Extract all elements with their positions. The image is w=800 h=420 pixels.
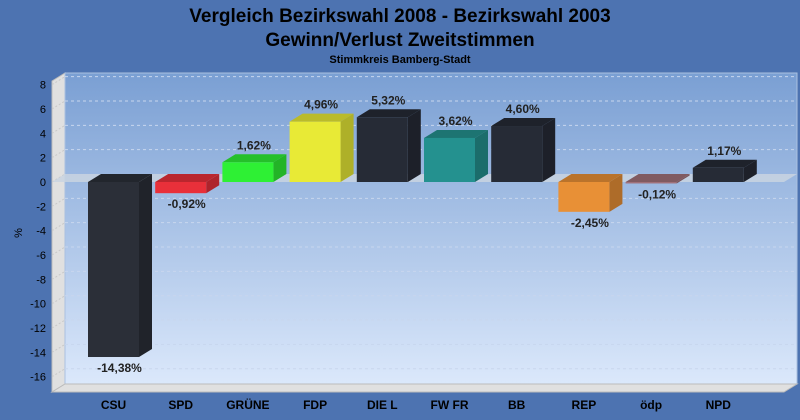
x-tick-label: SPD — [168, 398, 193, 412]
x-tick-label: CSU — [101, 398, 126, 412]
bar — [289, 121, 341, 182]
y-tick-label: 8 — [40, 80, 46, 92]
x-tick-label: GRÜNE — [226, 397, 269, 412]
bar-die-l — [356, 109, 421, 182]
bar-fw-fr — [424, 129, 488, 182]
x-tick-label: ödp — [640, 398, 662, 412]
floor — [50, 383, 799, 393]
bar-bb — [491, 118, 556, 182]
x-tick-label: REP — [572, 398, 597, 412]
bar — [356, 117, 408, 182]
gridline-wall — [51, 149, 66, 159]
bar-side — [475, 129, 488, 182]
y-tick-label: -6 — [36, 250, 46, 262]
bar-grüne — [222, 154, 287, 182]
bar-spd — [155, 174, 220, 194]
gridline-wall — [51, 295, 66, 305]
bar-top — [625, 174, 690, 182]
x-tick-label: NPD — [706, 398, 732, 412]
x-tick-label: DIE L — [367, 398, 398, 412]
bar-top — [88, 174, 152, 182]
data-label: 4,60% — [506, 102, 540, 116]
gridline-wall — [51, 222, 66, 232]
bar — [491, 126, 543, 182]
bar-side — [407, 109, 421, 182]
data-label: 1,62% — [237, 138, 271, 152]
bar-fdp — [289, 113, 354, 182]
bar-top — [289, 113, 354, 122]
bar-side — [609, 174, 623, 212]
data-label: -14,38% — [97, 361, 142, 375]
bar — [692, 167, 744, 182]
bar-top — [692, 159, 757, 168]
y-tick-label: -4 — [36, 226, 46, 238]
data-label: -2,45% — [571, 216, 609, 230]
back-wall — [64, 72, 798, 385]
x-tick-label: FDP — [303, 398, 327, 412]
bar-top — [491, 118, 556, 127]
bar-top — [155, 174, 220, 182]
bar — [222, 162, 274, 182]
data-label: 4,96% — [304, 98, 338, 112]
y-tick-label: -10 — [30, 299, 46, 311]
data-label: -0,92% — [168, 197, 206, 211]
y-axis-label: % — [13, 228, 25, 238]
x-tick-label: BB — [508, 398, 526, 412]
bar — [558, 182, 610, 212]
gridline-wall — [51, 270, 66, 280]
y-tick-label: -14 — [30, 347, 46, 359]
bar-side — [206, 174, 220, 194]
y-tick-label: 2 — [40, 153, 46, 165]
bar-top — [558, 174, 623, 182]
bar-side — [676, 174, 690, 184]
bar-top — [424, 129, 488, 138]
data-label: 5,32% — [371, 93, 405, 107]
gridline-wall — [51, 197, 66, 207]
data-label: 3,62% — [438, 114, 472, 128]
y-tick-label: -12 — [30, 323, 46, 335]
gridline-wall — [51, 124, 66, 134]
gridline-wall — [51, 76, 66, 86]
x-tick-label: FW FR — [431, 398, 469, 412]
y-tick-label: 0 — [40, 177, 46, 189]
bar-side — [273, 154, 287, 182]
gridline-wall — [51, 368, 66, 378]
y-tick-label: -8 — [36, 274, 46, 286]
bar-csu — [88, 174, 152, 358]
y-tick-label: 4 — [40, 128, 46, 140]
bar-rep — [558, 174, 623, 212]
bar — [625, 182, 677, 184]
data-label: 1,17% — [707, 144, 741, 158]
bar — [424, 137, 475, 182]
gridline-wall — [51, 246, 66, 256]
bar-npd — [692, 159, 757, 182]
gridline-wall — [51, 100, 66, 110]
data-label: -0,12% — [638, 187, 676, 201]
y-tick-label: 6 — [40, 104, 46, 116]
bar — [155, 182, 207, 194]
chart-subtitle: Stimmkreis Bamberg-Stadt — [329, 54, 471, 66]
bar-side — [139, 174, 152, 358]
bar-side — [340, 113, 354, 182]
gridline-wall — [51, 343, 66, 353]
bar-top — [222, 154, 287, 163]
y-tick-label: -16 — [30, 372, 46, 384]
gridline-wall — [51, 173, 66, 183]
chart-title-2: Gewinn/Verlust Zweitstimmen — [265, 30, 534, 51]
left-wall — [51, 72, 66, 393]
bar-ödp — [625, 174, 690, 184]
gridline-wall — [51, 319, 66, 329]
bar — [88, 182, 139, 358]
bar-top — [356, 109, 421, 118]
chart-title: Vergleich Bezirkswahl 2008 - Bezirkswahl… — [189, 6, 610, 27]
bar-side — [743, 159, 757, 182]
bar-side — [542, 118, 556, 182]
y-tick-label: -2 — [36, 201, 46, 213]
